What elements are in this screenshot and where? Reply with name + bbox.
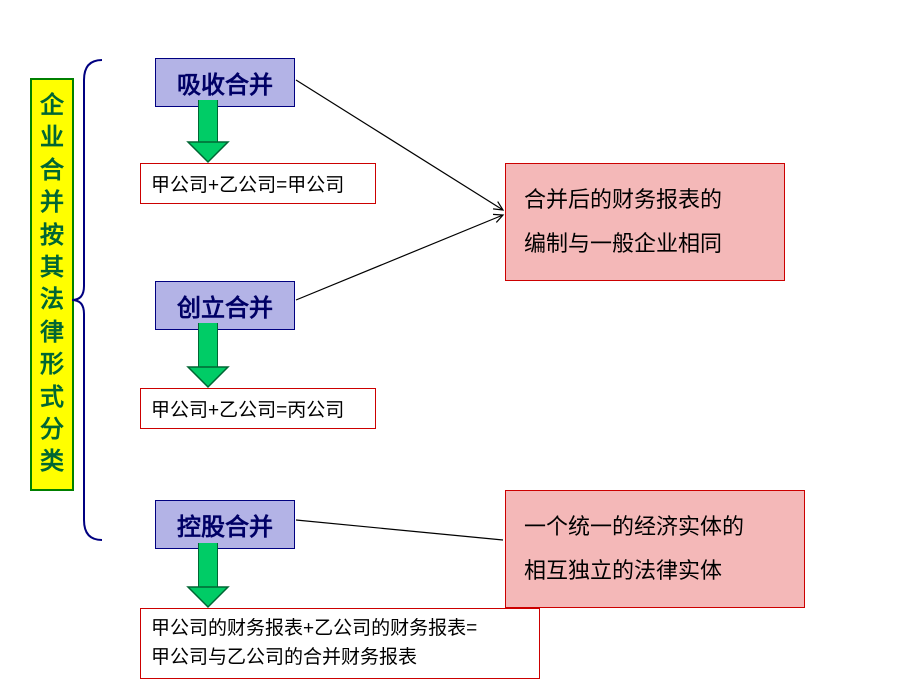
- holding-merge-formula: 甲公司的财务报表+乙公司的财务报表= 甲公司与乙公司的合并财务报表: [140, 608, 540, 679]
- create-merge-formula: 甲公司+乙公司=丙公司: [140, 388, 376, 429]
- holding-formula-line1: 甲公司的财务报表+乙公司的财务报表=: [151, 618, 477, 639]
- absorb-merge-formula: 甲公司+乙公司=甲公司: [140, 163, 376, 204]
- category-title: 企业合并按其法律形式分类: [30, 78, 74, 491]
- title-char: 形: [40, 349, 64, 381]
- create-merge-node: 创立合并: [155, 281, 295, 330]
- title-char: 法: [40, 284, 64, 316]
- result-financial-statement: 合并后的财务报表的 编制与一般企业相同: [505, 163, 785, 281]
- result-economic-entity: 一个统一的经济实体的 相互独立的法律实体: [505, 490, 805, 608]
- down-arrow-shaft: [198, 100, 218, 142]
- title-char: 律: [40, 317, 64, 349]
- title-char: 式: [40, 382, 64, 414]
- down-arrow-shaft: [198, 543, 218, 587]
- result1-line2: 编制与一般企业相同: [524, 231, 722, 256]
- title-char: 业: [40, 122, 64, 154]
- holding-merge-node: 控股合并: [155, 500, 295, 549]
- result1-line1: 合并后的财务报表的: [524, 187, 722, 212]
- down-arrow-shaft: [198, 323, 218, 367]
- title-char: 合: [40, 155, 64, 187]
- title-char: 企: [40, 90, 64, 122]
- title-char: 按: [40, 220, 64, 252]
- title-char: 并: [40, 187, 64, 219]
- result2-line1: 一个统一的经济实体的: [524, 514, 744, 539]
- title-char: 其: [40, 252, 64, 284]
- result2-line2: 相互独立的法律实体: [524, 558, 722, 583]
- title-char: 类: [40, 446, 64, 478]
- absorb-merge-node: 吸收合并: [155, 58, 295, 107]
- holding-formula-line2: 甲公司与乙公司的合并财务报表: [151, 647, 417, 668]
- title-char: 分: [40, 414, 64, 446]
